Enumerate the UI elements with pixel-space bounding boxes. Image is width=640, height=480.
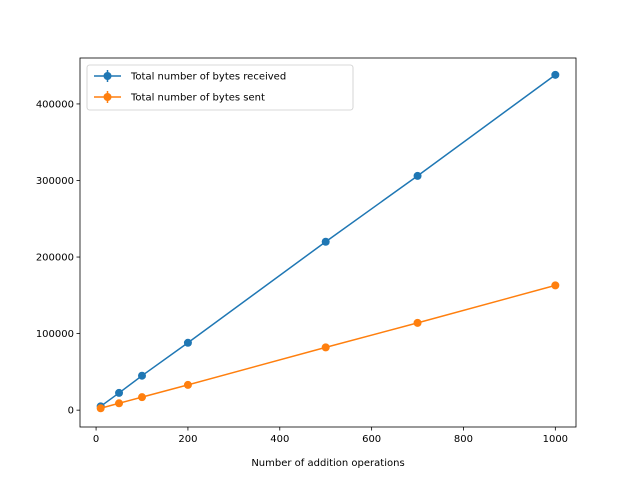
legend-marker [103, 72, 112, 80]
data-point [183, 380, 192, 389]
legend-label: Total number of bytes sent [130, 93, 265, 104]
ticks-layer: 0 200 400 600 800 1000 0 100000 200000 300000 4000… [36, 99, 568, 445]
x-axis-label: Number of addition operations [251, 458, 404, 469]
y-tick-label: 200000 [36, 253, 74, 264]
data-point [115, 399, 124, 408]
data-point [413, 318, 422, 327]
x-tick-label: 600 [362, 434, 381, 445]
data-point [115, 388, 124, 397]
x-tick-label: 800 [454, 434, 473, 445]
legend-box [86, 64, 354, 111]
y-tick-label: 0 [68, 406, 74, 417]
x-tick-label: 1000 [543, 434, 568, 445]
x-tick-label: 0 [93, 434, 99, 445]
data-point [413, 171, 422, 180]
y-tick-label: 100000 [36, 329, 74, 340]
legend-marker [103, 93, 112, 101]
data-point [551, 70, 560, 79]
y-tick-label: 300000 [36, 176, 74, 187]
y-tick-label: 400000 [36, 99, 74, 110]
data-point [138, 371, 146, 380]
data-point [321, 343, 330, 352]
series-layer [96, 70, 560, 413]
x-tick-label: 200 [178, 434, 197, 445]
data-point [321, 237, 330, 246]
x-tick-label: 400 [270, 434, 289, 445]
data-point [551, 281, 560, 290]
legend: Total number of bytes received Total numb… [86, 64, 354, 111]
plot-frame [79, 57, 577, 428]
data-point [96, 404, 105, 413]
legend-label: Total number of bytes received [130, 72, 286, 83]
data-point [138, 393, 146, 402]
data-point [183, 338, 192, 347]
